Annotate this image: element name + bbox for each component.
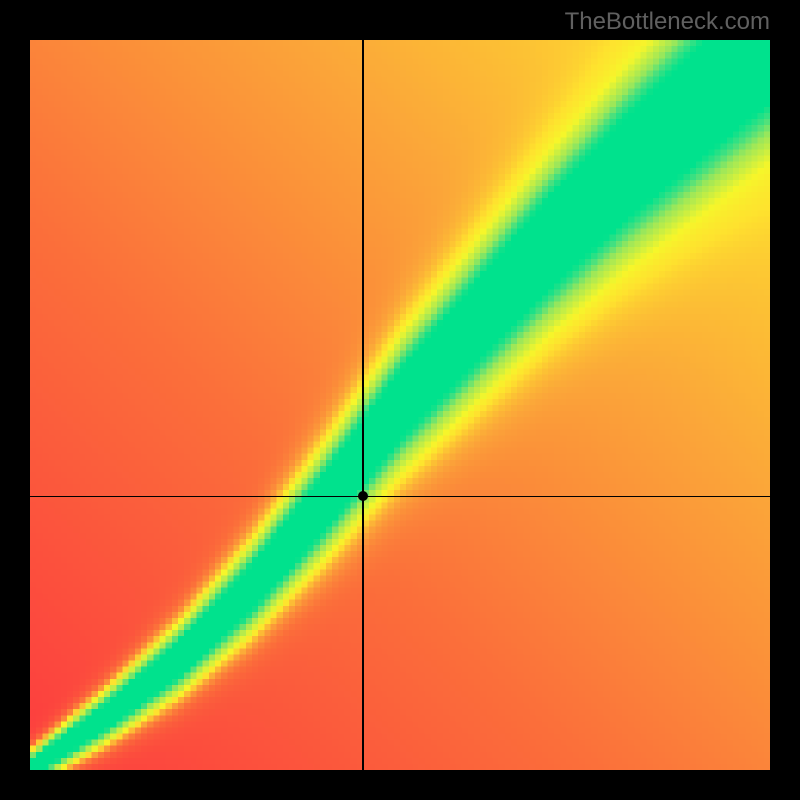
crosshair-vertical bbox=[362, 40, 363, 770]
crosshair-point bbox=[358, 491, 368, 501]
watermark-text: TheBottleneck.com bbox=[565, 8, 770, 36]
heatmap-canvas bbox=[30, 40, 770, 770]
heatmap-chart bbox=[30, 40, 770, 770]
crosshair-horizontal bbox=[30, 496, 770, 497]
chart-container: TheBottleneck.com bbox=[0, 0, 800, 800]
